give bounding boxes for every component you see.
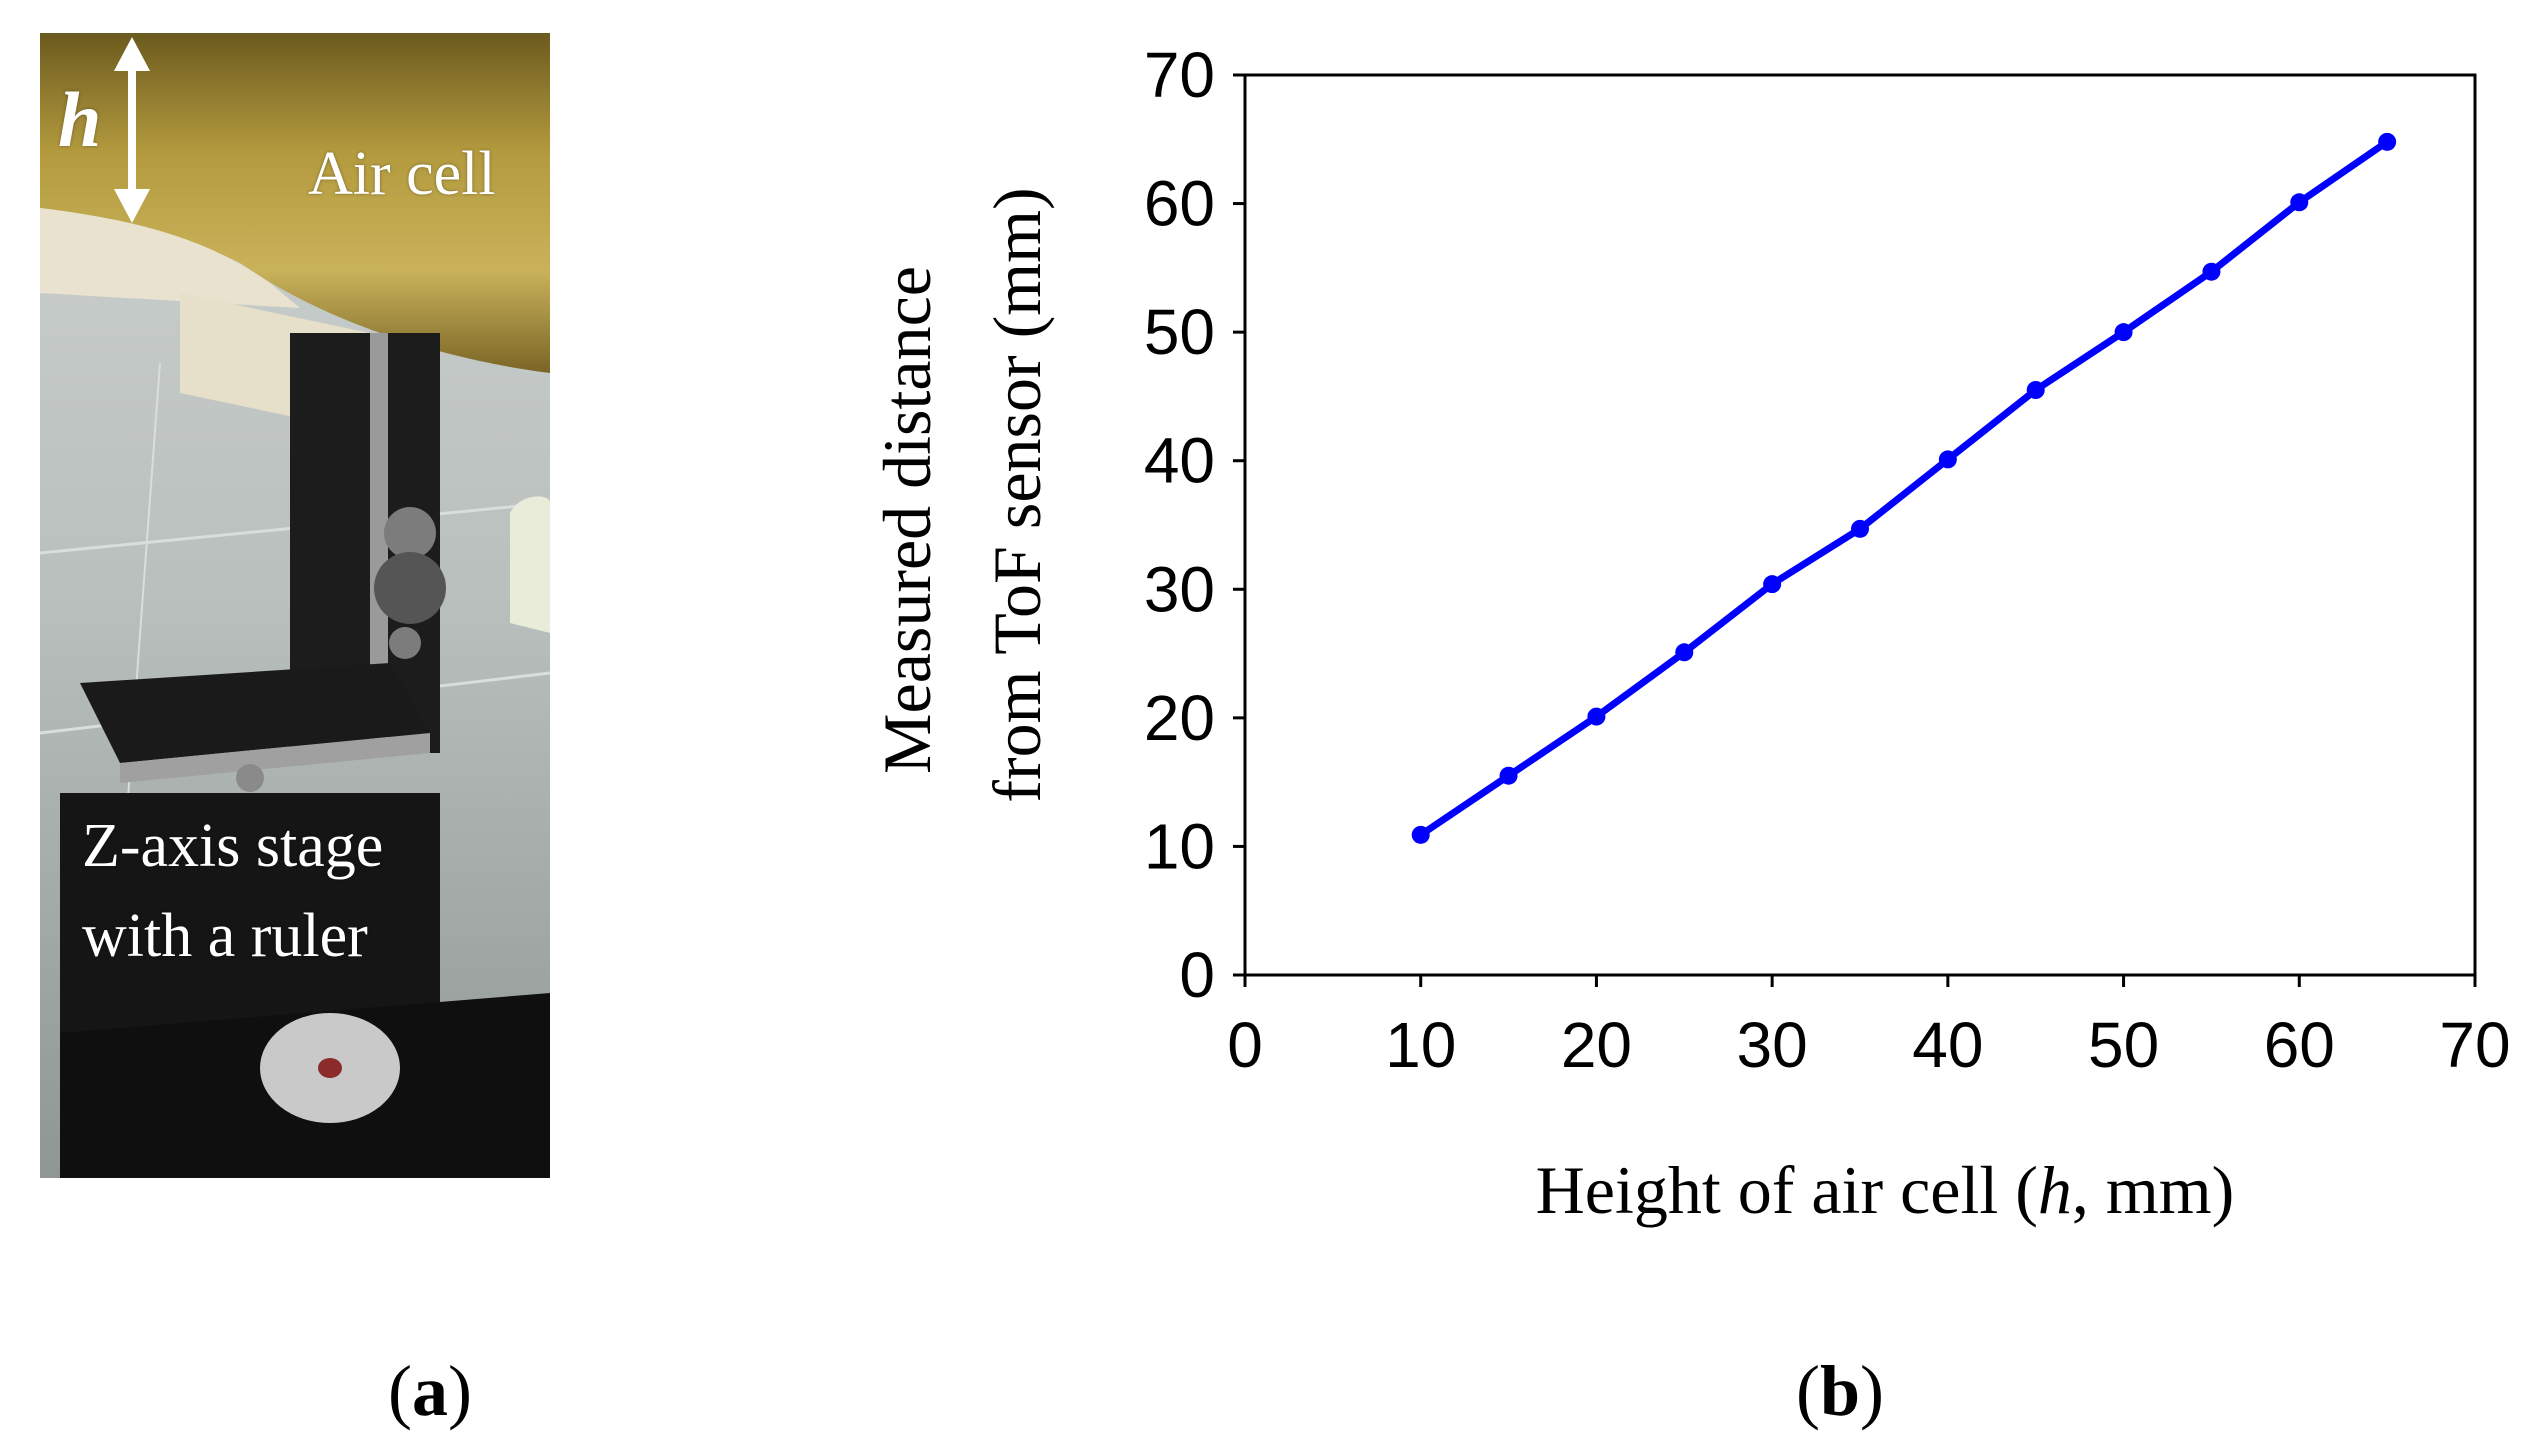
data-point — [1763, 575, 1782, 594]
height-label: h — [58, 76, 102, 163]
panel-a-caption: (a) — [388, 1351, 472, 1431]
data-point — [1938, 450, 1957, 469]
setup-photo-illustration — [40, 33, 550, 1178]
y-axis-title-line1: Measured distance — [869, 266, 945, 774]
x-tick-label: 30 — [1737, 1009, 1808, 1081]
data-point — [1587, 707, 1606, 726]
y-tick-label: 20 — [1144, 682, 1215, 754]
x-tick-label: 50 — [2088, 1009, 2159, 1081]
data-point — [2378, 132, 2397, 151]
y-tick-label: 0 — [1179, 939, 1215, 1011]
chart-ticks: 0 10 20 30 40 50 60 70 0 10 20 30 40 50 60 70 — [1144, 39, 2511, 1081]
y-tick-label: 70 — [1144, 39, 1215, 111]
y-tick-label: 40 — [1144, 425, 1215, 497]
data-point — [2026, 381, 2045, 399]
x-tick-label: 20 — [1561, 1009, 1632, 1081]
data-point — [1851, 519, 1869, 538]
x-tick-label: 0 — [1227, 1009, 1263, 1081]
data-point — [2202, 262, 2221, 281]
chart-axes — [1243, 73, 2477, 977]
panel-b-caption: (b) — [1796, 1351, 1885, 1431]
series-line — [1418, 139, 2390, 838]
stage-label-line1: Z-axis stage — [82, 812, 384, 880]
plot-frame — [1243, 73, 2477, 977]
x-tick-label: 40 — [1912, 1009, 1983, 1081]
x-tick-label: 60 — [2264, 1009, 2335, 1081]
stage-label-line2: with a ruler — [82, 902, 368, 970]
y-tick-label: 30 — [1144, 553, 1215, 625]
data-point — [1411, 825, 1430, 844]
y-axis-title-line2: from ToF sensor (mm) — [979, 187, 1055, 802]
y-tick-label: 50 — [1144, 296, 1215, 368]
air-cell-label: Air cell — [308, 140, 496, 208]
data-point — [2114, 323, 2133, 342]
x-axis-title: Height of air cell (h, mm) — [1536, 1152, 2235, 1228]
setup-photo: h Air cell Z-axis stage with a ruler — [40, 33, 550, 1178]
x-tick-label: 70 — [2439, 1009, 2510, 1081]
x-tick-label: 10 — [1385, 1009, 1456, 1081]
data-point — [1499, 766, 1518, 785]
chart-series — [1411, 132, 2397, 844]
data-point — [1675, 643, 1694, 662]
data-point — [2290, 193, 2309, 212]
y-tick-label: 60 — [1144, 168, 1215, 240]
y-tick-label: 10 — [1144, 810, 1215, 882]
